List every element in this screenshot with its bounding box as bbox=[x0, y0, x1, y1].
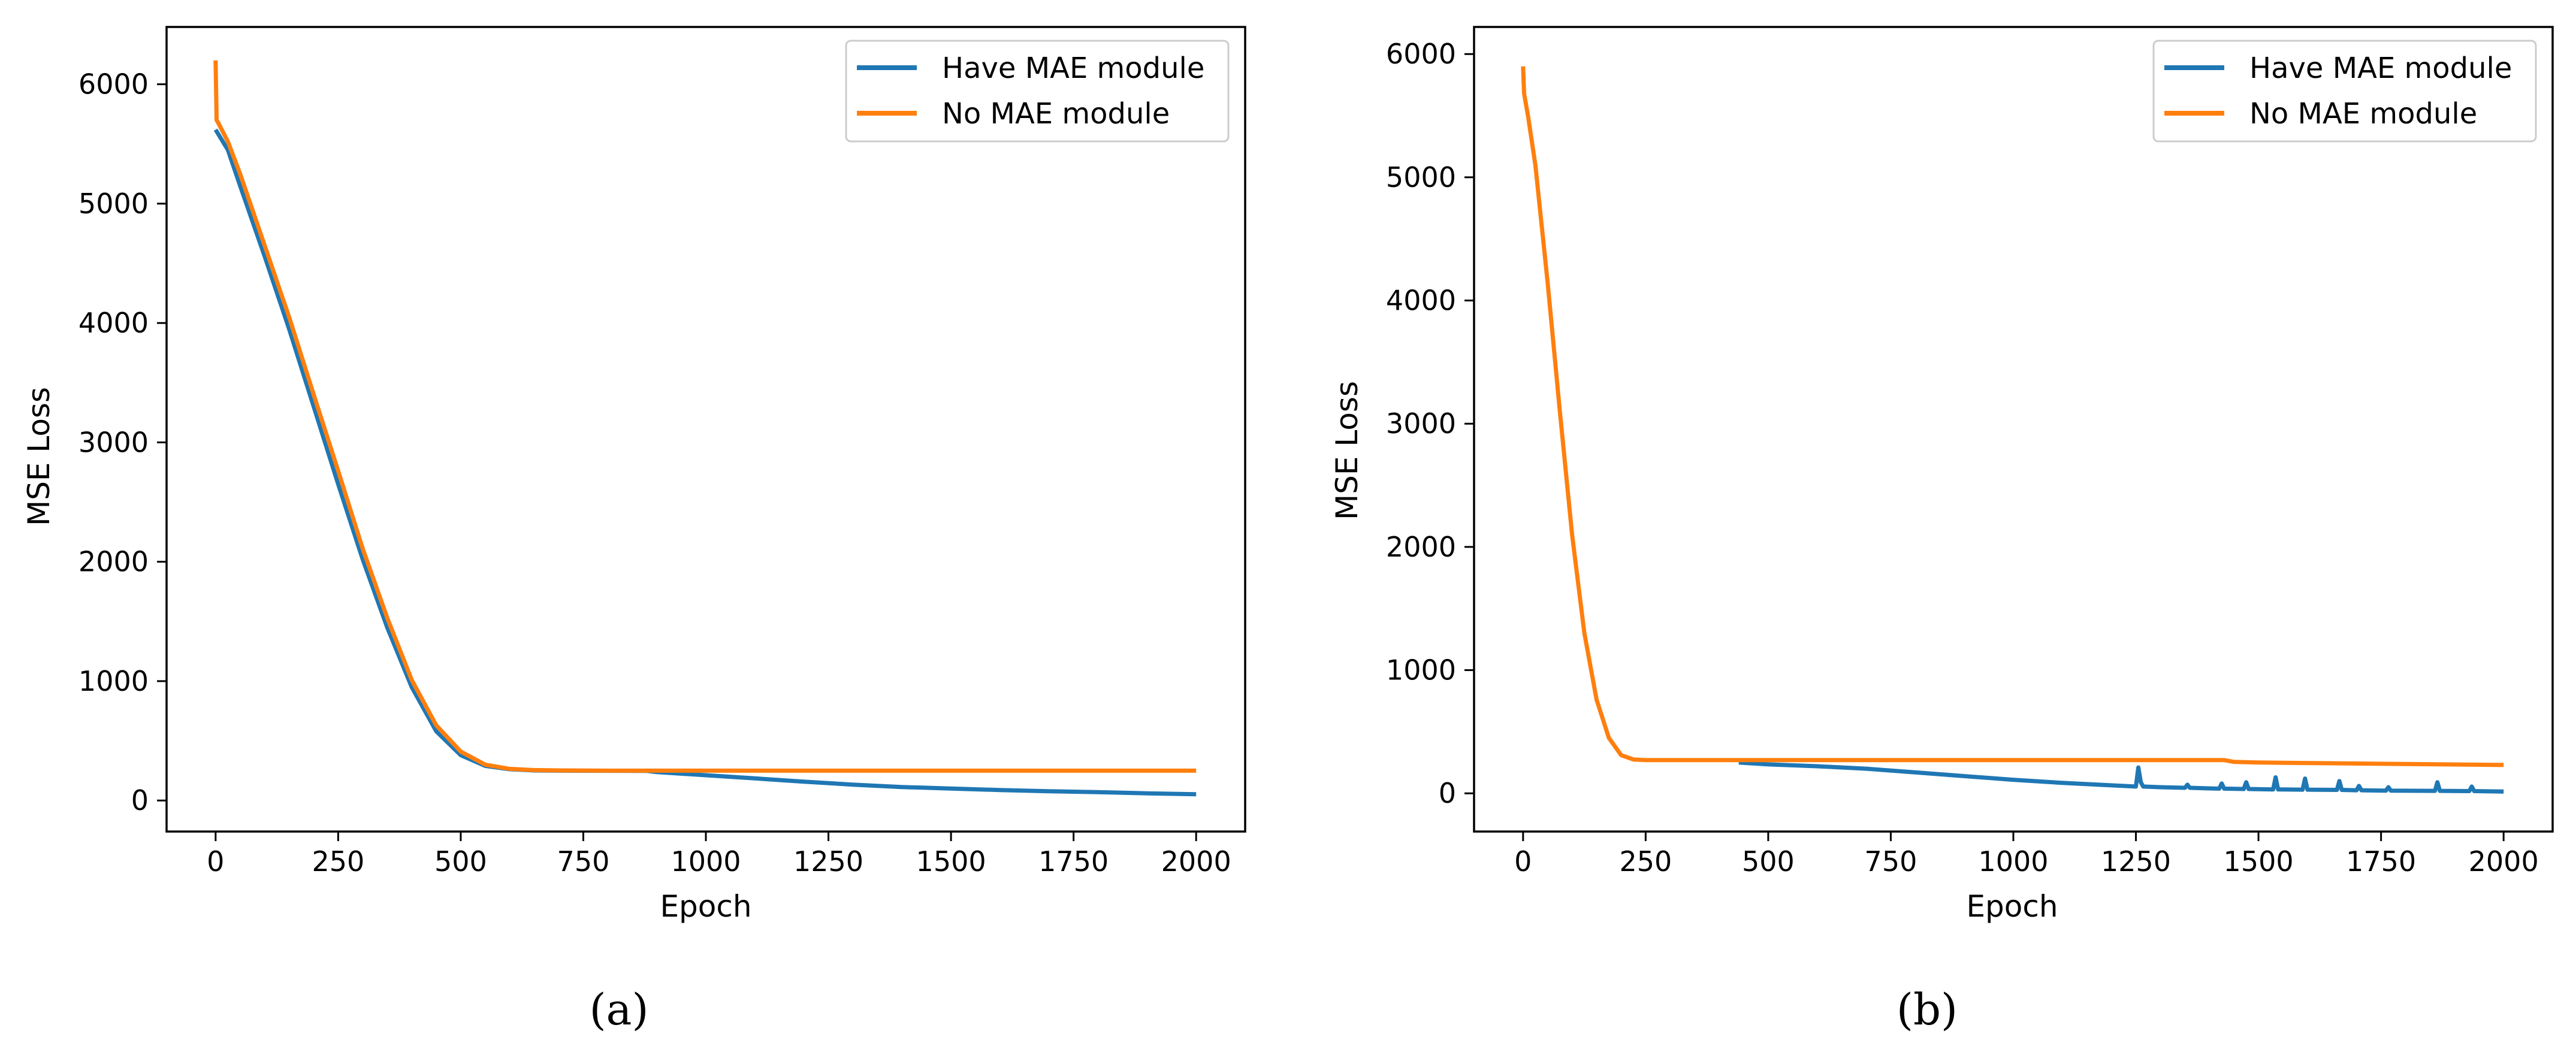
series-line-1 bbox=[213, 128, 1197, 797]
y-tick-label: 3000 bbox=[78, 426, 149, 458]
x-tick-label: 1500 bbox=[2224, 845, 2294, 878]
plot-frame bbox=[165, 26, 1246, 833]
y-tick-label: 5000 bbox=[78, 188, 149, 220]
x-tick-label: 500 bbox=[1742, 845, 1795, 878]
series-line-2 bbox=[1521, 66, 2504, 767]
legend-label-series-2: No MAE module bbox=[942, 97, 1170, 131]
x-tick-label: 750 bbox=[557, 845, 610, 878]
y-tick-label: 2000 bbox=[78, 546, 149, 578]
legend-box bbox=[845, 40, 1230, 143]
panel-caption: (b) bbox=[1896, 984, 1958, 1035]
y-tick-label: 0 bbox=[1439, 777, 1456, 809]
y-tick-label: 1000 bbox=[1386, 654, 1456, 687]
y-tick-label: 1000 bbox=[78, 665, 149, 697]
x-tick-label: 250 bbox=[312, 845, 364, 878]
y-tick-label: 4000 bbox=[1386, 285, 1456, 317]
y-tick-label: 0 bbox=[131, 784, 149, 817]
x-tick-label: 0 bbox=[207, 845, 224, 878]
legend-label-series-2: No MAE module bbox=[2249, 97, 2477, 131]
y-tick-label: 3000 bbox=[1386, 407, 1456, 440]
y-axis-label: MSE Loss bbox=[22, 387, 56, 526]
y-tick-label: 2000 bbox=[1386, 531, 1456, 563]
series-line-2 bbox=[213, 60, 1197, 773]
x-tick-label: 2000 bbox=[2469, 845, 2539, 878]
y-tick-label: 4000 bbox=[78, 307, 149, 339]
legend-label-series-1: Have MAE module bbox=[942, 52, 1204, 85]
panel-a: 0 250 500 750 1000 1250 1500 1750 2000 0 1000 2000 3… bbox=[22, 26, 1246, 1035]
panel-b: 0 250 500 750 1000 1250 1500 1750 2000 0 1000 2000 3… bbox=[1330, 26, 2554, 1035]
legend: Have MAE module No MAE module bbox=[2152, 40, 2537, 143]
x-tick-label: 1750 bbox=[1038, 845, 1109, 878]
x-tick-label: 250 bbox=[1619, 845, 1672, 878]
x-axis-label: Epoch bbox=[660, 889, 751, 924]
plot-marks: 0 250 500 750 1000 1250 1500 1750 2000 0 1000 2000 3… bbox=[1386, 26, 2554, 878]
x-tick-label: 1000 bbox=[671, 845, 741, 878]
legend-label-series-1: Have MAE module bbox=[2249, 52, 2512, 85]
legend-box bbox=[2152, 40, 2537, 143]
x-tick-label: 1250 bbox=[793, 845, 863, 878]
x-tick-label: 1500 bbox=[916, 845, 986, 878]
x-tick-label: 1750 bbox=[2346, 845, 2416, 878]
y-tick-label: 6000 bbox=[78, 68, 149, 101]
x-axis-label: Epoch bbox=[1966, 889, 2058, 924]
panel-caption: (a) bbox=[589, 984, 648, 1035]
plot-marks: 0 250 500 750 1000 1250 1500 1750 2000 0 1000 2000 3… bbox=[78, 26, 1246, 878]
plot-frame bbox=[1473, 26, 2554, 833]
series-line-1 bbox=[1738, 760, 2504, 794]
y-tick-label: 6000 bbox=[1386, 38, 1456, 70]
y-tick-label: 5000 bbox=[1386, 161, 1456, 194]
x-tick-label: 1250 bbox=[2101, 845, 2171, 878]
x-tick-label: 750 bbox=[1865, 845, 1917, 878]
x-tick-label: 0 bbox=[1514, 845, 1532, 878]
x-tick-label: 1000 bbox=[1978, 845, 2048, 878]
y-axis-label: MSE Loss bbox=[1330, 381, 1364, 520]
x-tick-label: 2000 bbox=[1161, 845, 1231, 878]
legend: Have MAE module No MAE module bbox=[845, 40, 1230, 143]
x-tick-label: 500 bbox=[434, 845, 487, 878]
